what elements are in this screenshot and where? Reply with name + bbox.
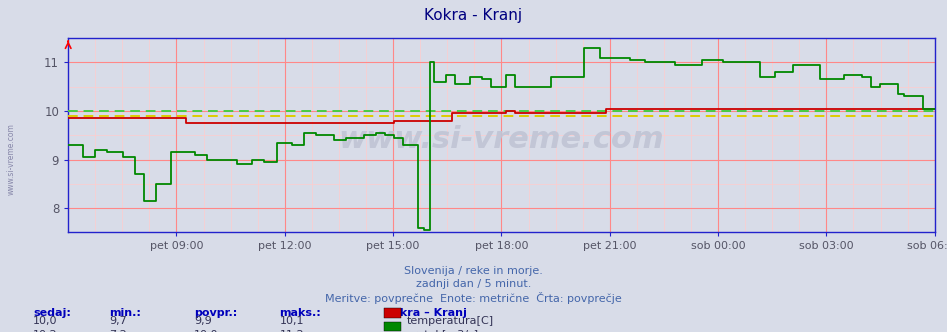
- Text: 10,2: 10,2: [33, 330, 58, 332]
- Text: sedaj:: sedaj:: [33, 308, 71, 318]
- Text: pretok[m3/s]: pretok[m3/s]: [406, 330, 478, 332]
- Text: 10,0: 10,0: [33, 316, 58, 326]
- Text: maks.:: maks.:: [279, 308, 321, 318]
- Text: 10,1: 10,1: [279, 316, 304, 326]
- Text: www.si-vreme.com: www.si-vreme.com: [339, 125, 664, 154]
- Text: povpr.:: povpr.:: [194, 308, 238, 318]
- Text: 9,9: 9,9: [194, 316, 212, 326]
- Text: 10,0: 10,0: [194, 330, 219, 332]
- Text: www.si-vreme.com: www.si-vreme.com: [7, 124, 16, 195]
- Text: Kokra – Kranj: Kokra – Kranj: [384, 308, 467, 318]
- Text: min.:: min.:: [109, 308, 141, 318]
- Text: Kokra - Kranj: Kokra - Kranj: [424, 8, 523, 23]
- Text: Slovenija / reke in morje.: Slovenija / reke in morje.: [404, 266, 543, 276]
- Text: temperatura[C]: temperatura[C]: [406, 316, 493, 326]
- Text: Meritve: povprečne  Enote: metrične  Črta: povprečje: Meritve: povprečne Enote: metrične Črta:…: [325, 292, 622, 304]
- Text: 11,2: 11,2: [279, 330, 304, 332]
- Text: 7,2: 7,2: [109, 330, 127, 332]
- Text: 9,7: 9,7: [109, 316, 127, 326]
- Text: zadnji dan / 5 minut.: zadnji dan / 5 minut.: [416, 279, 531, 289]
